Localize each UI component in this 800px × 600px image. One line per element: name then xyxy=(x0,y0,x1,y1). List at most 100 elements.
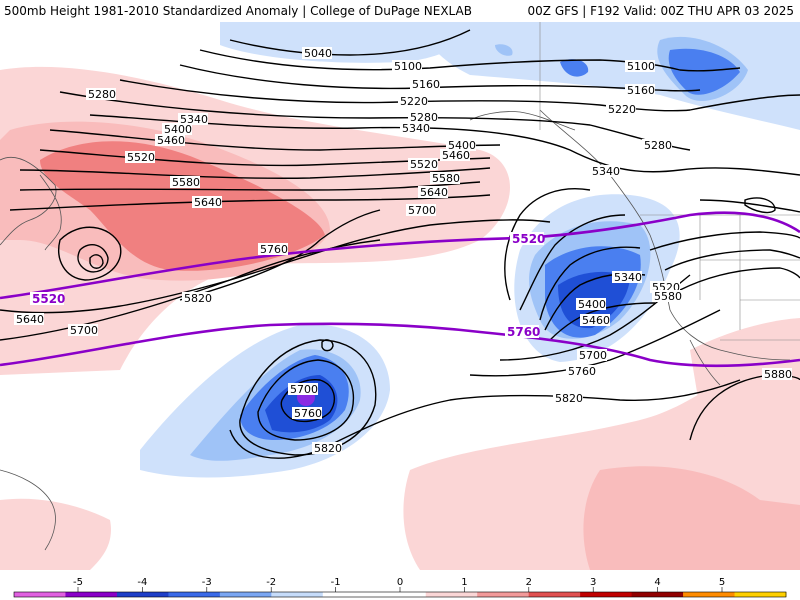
colorbar-tick-label: 3 xyxy=(590,577,596,588)
label-5400a: 5400 xyxy=(162,123,192,136)
label-5760c-text: 5760 xyxy=(294,407,322,420)
contour-5580-main xyxy=(19,181,481,191)
label-5040: 5040 xyxy=(302,47,332,60)
label-5640b: 5640 xyxy=(418,186,448,199)
anomaly-neg-small-blob-2 xyxy=(495,44,513,56)
contour-5220 xyxy=(119,79,800,112)
colorbar-outline xyxy=(13,591,787,598)
label-5700d: 5700 xyxy=(288,383,318,396)
anomaly-pos-strong-north xyxy=(40,141,325,271)
borders xyxy=(539,22,800,341)
label-5460b: 5460 xyxy=(440,149,470,162)
label-5340a: 5340 xyxy=(178,113,208,126)
label-5520b-text: 5520 xyxy=(410,158,438,171)
label-5100b: 5100 xyxy=(625,60,655,73)
contour-east-coast-3 xyxy=(679,267,800,291)
contour-trough-2 xyxy=(519,214,626,311)
contour-5040 xyxy=(229,29,471,56)
label-5640b-text: 5640 xyxy=(420,186,448,199)
contour-5520-main xyxy=(19,167,491,179)
colorbar-tick-label: -5 xyxy=(73,577,83,588)
map-canvas: 5040 5100 5100 5160 5160 5220 5220 5280 … xyxy=(0,22,800,570)
label-5640c-text: 5640 xyxy=(16,313,44,326)
contour-5820-south xyxy=(229,379,741,459)
contour-low-1 xyxy=(58,226,122,281)
contour-label-layer: 5040 5100 5100 5160 5160 5220 5220 5280 … xyxy=(14,47,792,455)
contour-east-canada-1 xyxy=(699,199,800,213)
negative-anomaly-shading xyxy=(140,22,800,478)
label-5160a: 5160 xyxy=(410,78,440,91)
label-5460c-text: 5460 xyxy=(582,314,610,327)
colorbar-segment xyxy=(477,592,530,597)
contour-5340 xyxy=(89,114,800,176)
label-5100a-text: 5100 xyxy=(394,60,422,73)
label-5880: 5880 xyxy=(762,368,792,381)
label-5400a-text: 5400 xyxy=(164,123,192,136)
label-5220a-text: 5220 xyxy=(400,95,428,108)
label-5880-text: 5880 xyxy=(764,368,792,381)
label-5580a: 5580 xyxy=(170,176,200,189)
colorbar-segment xyxy=(631,592,684,597)
contour-trough-1 xyxy=(504,188,591,301)
label-5820a: 5820 xyxy=(182,292,212,305)
label-5400b: 5400 xyxy=(446,139,476,152)
label-5340c-text: 5340 xyxy=(592,165,620,178)
colorbar-segment xyxy=(425,592,478,597)
colorbar-segment xyxy=(683,592,736,597)
contour-pacific-low-1 xyxy=(239,339,377,456)
label-5460b-text: 5460 xyxy=(442,149,470,162)
map-title: 500mb Height 1981-2010 Standardized Anom… xyxy=(4,4,472,18)
label-5700b-text: 5700 xyxy=(70,324,98,337)
label-5220a: 5220 xyxy=(398,95,428,108)
contour-5700-main xyxy=(0,219,551,314)
colorbar-segment xyxy=(374,592,427,597)
label-5580b: 5580 xyxy=(430,172,460,185)
colorbar-segment xyxy=(116,592,169,597)
contour-5820-main xyxy=(179,209,381,301)
label-5760a: 5760 xyxy=(258,243,288,256)
label-5340b: 5340 xyxy=(400,122,430,135)
climatology-lines xyxy=(0,211,800,368)
label-5400c: 5400 xyxy=(576,298,606,311)
climo-line-5520 xyxy=(0,211,800,300)
colorbar-segment xyxy=(14,592,66,597)
label-5280a: 5280 xyxy=(86,88,116,101)
colorbar-tick-label: 4 xyxy=(654,577,660,588)
contour-trough-7 xyxy=(469,309,721,377)
label-5400b-text: 5400 xyxy=(448,139,476,152)
label-5280c: 5280 xyxy=(642,139,672,152)
colorbar-tick-label: 0 xyxy=(397,577,403,588)
colorbar-segment xyxy=(734,592,787,597)
label-5460a: 5460 xyxy=(155,134,185,147)
climo-label-5520-east-text: 5520 xyxy=(512,232,545,246)
label-5700c: 5700 xyxy=(577,349,607,362)
label-5640a: 5640 xyxy=(192,196,222,209)
label-5340b-text: 5340 xyxy=(402,122,430,135)
label-5700a: 5700 xyxy=(406,204,436,217)
label-5580c-text: 5580 xyxy=(654,290,682,303)
label-5160b-text: 5160 xyxy=(627,84,655,97)
climo-label-5520-west: 5520 xyxy=(30,292,65,306)
contour-trough-3 xyxy=(539,246,641,321)
label-5460c: 5460 xyxy=(580,314,610,327)
label-5340c: 5340 xyxy=(590,165,620,178)
label-5700d-text: 5700 xyxy=(290,383,318,396)
run-info: 00Z GFS | F192 Valid: 00Z THU APR 03 202… xyxy=(527,4,794,18)
contour-pacific-low-small xyxy=(321,339,334,352)
contour-east-canada-2 xyxy=(744,197,776,214)
coastline-kamchatka xyxy=(39,174,62,251)
colorbar-tick-label: 1 xyxy=(461,577,467,588)
colorbar-tick-label: 2 xyxy=(526,577,532,588)
colorbar-tick-label: -4 xyxy=(137,577,147,588)
colorbar-segment xyxy=(528,592,581,597)
header-bar: 500mb Height 1981-2010 Standardized Anom… xyxy=(0,0,800,22)
contour-east-coast-2 xyxy=(664,249,800,271)
label-5100b-text: 5100 xyxy=(627,60,655,73)
label-5640c: 5640 xyxy=(14,313,44,326)
label-5520a: 5520 xyxy=(125,151,155,164)
colorbar-tick-label: 5 xyxy=(719,577,725,588)
label-5280b: 5280 xyxy=(408,111,438,124)
contour-5100 xyxy=(199,49,741,72)
label-5160a-text: 5160 xyxy=(412,78,440,91)
label-5400c-text: 5400 xyxy=(578,298,606,311)
